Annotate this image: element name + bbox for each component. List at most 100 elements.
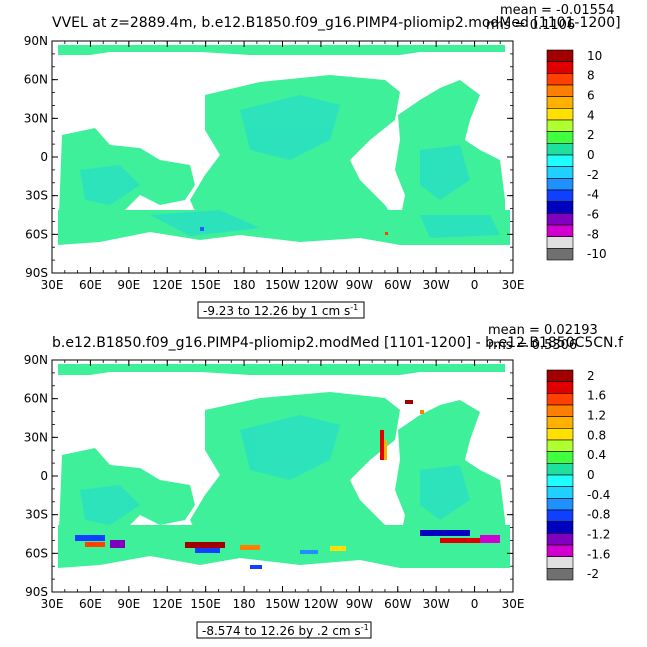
lon-label: 0 <box>471 278 479 292</box>
colorbar-swatch <box>546 131 574 144</box>
lon-label: 90E <box>117 597 140 611</box>
lon-label: 30W <box>423 597 450 611</box>
lat-label: 90S <box>25 266 48 280</box>
panel-bottom: b.e12.B1850.f09_g16.PIMP4-pliomip2.modMe… <box>24 323 624 639</box>
lon-label: 150W <box>265 597 300 611</box>
lat-label: 60N <box>24 392 48 406</box>
colorbar-label: -2 <box>587 567 599 581</box>
colorbar-swatch <box>546 509 574 522</box>
panel-top-rms: rms = 0.1106 <box>486 18 575 33</box>
lat-label: 60S <box>25 227 48 241</box>
colorbar-swatch <box>546 463 574 476</box>
colorbar-label: 0.4 <box>587 448 606 462</box>
range-box-top: -9.23 to 12.26 by 1 cm s-1 <box>197 301 365 319</box>
colorbar-label: 1.2 <box>587 409 606 423</box>
lat-label: 30S <box>25 189 48 203</box>
lat-label: 30S <box>25 508 48 522</box>
lat-label: 30N <box>24 430 48 444</box>
lon-label: 60W <box>384 278 411 292</box>
colorbar-swatch <box>546 189 574 202</box>
colorbar-swatch <box>546 213 574 226</box>
panel-bottom-title: b.e12.B1850.f09_g16.PIMP4-pliomip2.modMe… <box>52 335 624 351</box>
colorbar-label: -2 <box>587 168 599 182</box>
colorbar-swatch <box>546 84 574 97</box>
panel-bottom-mean: mean = 0.02193 <box>488 323 598 338</box>
colorbar-label: -0.4 <box>587 488 610 502</box>
colorbar-swatch <box>546 393 574 406</box>
colorbar-label: 1.6 <box>587 389 606 403</box>
colorbar-label: 2 <box>587 128 595 142</box>
colorbar-swatch <box>546 404 574 417</box>
panel-top: VVEL at z=2889.4m, b.e12.B1850.f09_g16.P… <box>24 3 621 319</box>
colorbar-swatch <box>546 369 574 382</box>
lat-label: 90N <box>24 34 48 48</box>
lat-label: 90N <box>24 353 48 367</box>
ocean-field-top-extremes <box>200 227 388 235</box>
lon-label: 180 <box>233 597 256 611</box>
lon-label: 150W <box>265 278 300 292</box>
lat-label: 60S <box>25 546 48 560</box>
lon-label: 90E <box>117 278 140 292</box>
panel-bottom-rms: rms = 0.5306 <box>488 338 577 353</box>
colorbar-label: 0.8 <box>587 428 606 442</box>
colorbar-swatch <box>546 474 574 487</box>
ocean-field-bottom-alt <box>80 415 470 525</box>
colorbar-swatch <box>546 568 574 581</box>
lon-label: 30E <box>41 597 64 611</box>
lon-label: 180 <box>233 278 256 292</box>
panel-top-title: VVEL at z=2889.4m, b.e12.B1850.f09_g16.P… <box>52 15 621 31</box>
colorbar-swatch <box>546 154 574 167</box>
lat-label: 0 <box>40 469 48 483</box>
lat-label: 60N <box>24 73 48 87</box>
lon-label: 0 <box>471 597 479 611</box>
colorbar-label: -1.6 <box>587 547 610 561</box>
colorbar-swatch <box>546 428 574 441</box>
colorbar-swatch <box>546 381 574 394</box>
colorbar-bottom: 2 1.6 1.2 0.8 0.4 0 -0.4 -0.8 -1.2 -1.6 -2 <box>546 369 610 581</box>
colorbar-swatch <box>546 224 574 237</box>
lon-label: 60E <box>79 597 102 611</box>
colorbar-label: 2 <box>587 369 595 383</box>
colorbar-swatch <box>546 486 574 499</box>
lon-label: 120W <box>304 278 339 292</box>
lat-label: 90S <box>25 585 48 599</box>
colorbar-label: -1.2 <box>587 528 610 542</box>
colorbar-swatch <box>546 439 574 452</box>
colorbar-swatch <box>546 73 574 86</box>
lon-label: 90W <box>346 597 373 611</box>
colorbar-label: 10 <box>587 49 602 63</box>
lon-label: 150E <box>190 597 221 611</box>
lon-label: 120W <box>304 597 339 611</box>
colorbar-swatch <box>546 61 574 74</box>
lat-label: 30N <box>24 111 48 125</box>
colorbar-swatch <box>546 451 574 464</box>
colorbar-swatch <box>546 119 574 132</box>
lon-label: 120E <box>152 597 183 611</box>
range-label-top: -9.23 to 12.26 by 1 cm s <box>203 304 350 318</box>
map-bottom <box>51 359 514 593</box>
lon-label: 90W <box>346 278 373 292</box>
colorbar-swatch <box>546 498 574 511</box>
colorbar-label: 0 <box>587 468 595 482</box>
panel-top-mean: mean = -0.01554 <box>500 3 614 18</box>
colorbar-swatch <box>546 143 574 156</box>
colorbar-swatch <box>546 544 574 557</box>
colorbar-label: 8 <box>587 69 595 83</box>
colorbar-top: 10 8 6 4 2 0 -2 -4 -6 -8 -10 <box>546 49 607 261</box>
colorbar-label: -4 <box>587 188 599 202</box>
colorbar-swatch <box>546 248 574 261</box>
lon-label: 30E <box>41 278 64 292</box>
colorbar-swatch <box>546 166 574 179</box>
range-label-bottom: -8.574 to 12.26 by .2 cm s <box>202 624 361 638</box>
lon-label: 30E <box>502 278 525 292</box>
colorbar-label: -0.8 <box>587 508 610 522</box>
map-top <box>51 40 514 274</box>
colorbar-swatch <box>546 178 574 191</box>
lon-label: 60E <box>79 278 102 292</box>
colorbar-label: -10 <box>587 247 607 261</box>
colorbar-swatch <box>546 236 574 249</box>
colorbar-swatch <box>546 556 574 569</box>
